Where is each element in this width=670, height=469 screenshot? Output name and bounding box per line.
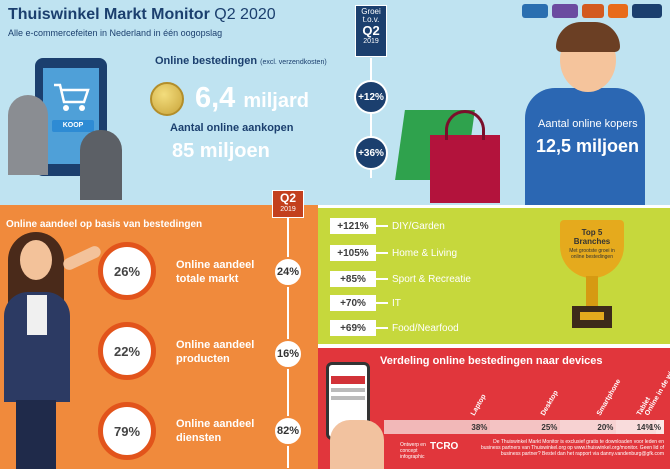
top5-title: Top 5 Branches	[573, 228, 611, 246]
gfk-logo	[608, 4, 628, 18]
q2-2019-badge: Q2 2019	[272, 190, 304, 218]
hand-illustration	[8, 95, 48, 175]
device-segment-smartphone: 20%	[560, 420, 617, 434]
trophy-plate	[580, 312, 604, 320]
device-segment-tablet: 14%	[616, 420, 656, 434]
share-total-prev: 24%	[273, 257, 303, 287]
trophy-stem	[586, 276, 598, 306]
dpd-logo	[552, 4, 578, 18]
trophy-icon	[560, 220, 624, 278]
phone-screen-bar	[331, 376, 365, 384]
top5-row: +85% Sport & Recreatie	[330, 271, 471, 287]
spend-label: Online bestedingen (excl. verzendkosten)	[155, 55, 327, 67]
buyers-value: 12,5 miljoen	[536, 136, 640, 156]
phone-screen-row	[331, 388, 365, 392]
hand-illustration	[80, 130, 122, 200]
share-total-label: Online aandeel totale markt	[176, 259, 255, 285]
page-subtitle: Alle e-commercefeiten in Nederland in éé…	[8, 28, 223, 38]
share-products-label: Online aandeel producten	[176, 339, 255, 365]
share-services-label: Online aandeel diensten	[176, 418, 255, 444]
spend-value: 6,4 miljard	[195, 82, 309, 114]
footnote: De Thuiswinkel Markt Monitor is exclusie…	[480, 439, 664, 457]
purchases-label: Aantal online aankopen	[170, 122, 294, 134]
top5-row: +70% IT	[330, 295, 401, 311]
bag-handle	[445, 110, 485, 140]
share-services-prev: 82%	[273, 416, 303, 446]
share-title: Online aandeel op basis van bestedingen	[6, 219, 203, 230]
thuiswinkel-org-logo	[632, 4, 662, 18]
woman-face	[20, 240, 52, 280]
purchases-value: 85 miljoen	[172, 140, 270, 162]
device-segment-laptop: 38%	[384, 420, 491, 434]
cart-icon	[54, 83, 90, 111]
device-distribution-bar: 38% 25% 20% 14% 1%	[384, 420, 664, 434]
top5-row: +121% DIY/Garden	[330, 218, 445, 234]
man-hair	[556, 22, 620, 52]
man-illustration	[525, 88, 645, 205]
buyers-label: Aantal online kopers	[538, 118, 638, 130]
devices-title: Verdeling online bestedingen naar device…	[380, 355, 603, 367]
agency-logo: TCRO	[430, 441, 459, 452]
woman-legs	[16, 400, 56, 469]
cbs-logo	[522, 4, 548, 18]
hand-illustration	[330, 420, 384, 469]
shopping-bag-icon	[430, 135, 500, 203]
top5-row: +69% Food/Nearfood	[330, 320, 459, 336]
top5-row: +105% Home & Living	[330, 245, 457, 261]
woman-shirt	[27, 295, 47, 335]
top5-subtitle: Met grootste groei in online bestedingen	[569, 248, 615, 260]
design-credit: Ontwerp en concept infographic	[400, 442, 426, 460]
partner-logo	[582, 4, 604, 18]
coin-icon	[150, 82, 184, 116]
share-products-prev: 16%	[273, 339, 303, 369]
timeline	[370, 58, 372, 178]
growth-badge: Groei t.o.v. Q2 2019	[355, 5, 387, 57]
device-segment-online-in-de-winkel: 1%	[649, 420, 664, 434]
page-title: Thuiswinkel Markt Monitor Q2 2020	[8, 6, 276, 23]
spend-growth: +12%	[354, 80, 388, 114]
share-products-ring: 22%	[98, 322, 156, 380]
share-total-ring: 26%	[98, 242, 156, 300]
koop-button: KOOP	[52, 120, 94, 132]
device-segment-desktop: 25%	[490, 420, 561, 434]
share-services-ring: 79%	[98, 402, 156, 460]
purchases-growth: +36%	[354, 136, 388, 170]
phone-screen-row	[331, 396, 365, 400]
